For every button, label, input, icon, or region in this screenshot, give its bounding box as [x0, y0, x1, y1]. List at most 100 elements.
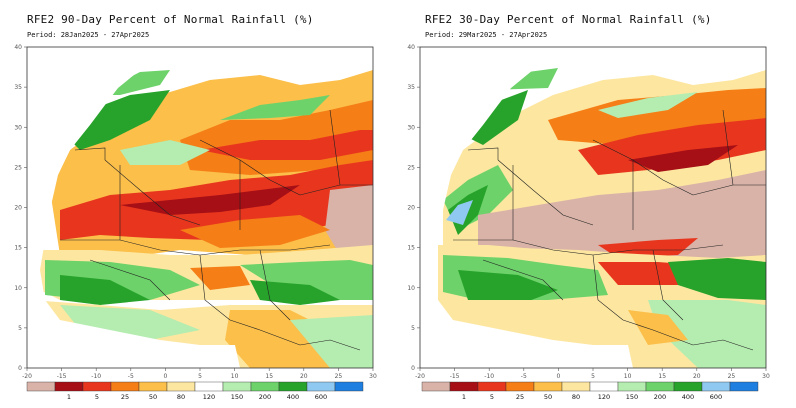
colorbar: 1 5 25 50 80 120 150 200 400 600	[421, 381, 759, 401]
map-panel-30day: RFE2 30-Day Percent of Normal Rainfall (…	[398, 0, 796, 408]
colorbar-swatch	[26, 381, 56, 392]
colorbar-label: 25	[121, 393, 129, 401]
colorbar-label: 120	[598, 393, 610, 401]
colorbar-swatch	[561, 381, 591, 392]
y-tick-label: 15	[14, 245, 22, 252]
colorbar-label: 50	[544, 393, 552, 401]
colorbar-swatch	[194, 381, 224, 392]
colorbar-label: 400	[287, 393, 299, 401]
colorbar-swatch	[673, 381, 703, 392]
map-figure: -20 -15 -10 -5 0 5 10 15 20 25 30 0510152025303540…	[14, 44, 377, 401]
x-tick-label: 30	[762, 373, 770, 380]
x-tick-label: -15	[450, 373, 460, 380]
y-tick-label: 10	[407, 285, 415, 292]
colorbar-label: 5	[490, 393, 494, 401]
y-tick-label: 15	[407, 245, 415, 252]
x-tick-label: 30	[369, 373, 377, 380]
y-tick-label: 25	[407, 164, 415, 171]
y-tick-label: 10	[14, 285, 22, 292]
x-tick-label: 10	[624, 373, 632, 380]
y-axis-ticks: 0 5 10 15 20 25 30 35 40	[407, 44, 420, 372]
x-tick-label: 0	[163, 373, 167, 380]
colorbar-swatch	[505, 381, 535, 392]
colorbar-label: 50	[149, 393, 157, 401]
x-tick-label: -20	[22, 373, 32, 380]
colorbar-swatch	[533, 381, 563, 392]
x-tick-label: 20	[300, 373, 308, 380]
y-tick-label: 0	[411, 365, 415, 372]
colorbar-label: 5	[95, 393, 99, 401]
y-tick-label: 30	[407, 124, 415, 131]
x-tick-label: 5	[591, 373, 595, 380]
colorbar-label: 600	[710, 393, 722, 401]
colorbar-swatch	[138, 381, 168, 392]
x-tick-label: 0	[556, 373, 560, 380]
colorbar-swatch	[222, 381, 252, 392]
x-tick-label: 20	[693, 373, 701, 380]
colorbar-swatch	[306, 381, 336, 392]
x-tick-label: 15	[658, 373, 666, 380]
y-tick-label: 20	[407, 205, 415, 212]
y-tick-label: 25	[14, 164, 22, 171]
x-tick-label: 25	[335, 373, 343, 380]
map-title: RFE2 90-Day Percent of Normal Rainfall (…	[27, 13, 314, 26]
x-tick-label: 25	[728, 373, 736, 380]
x-tick-label: -10	[484, 373, 494, 380]
map-title: RFE2 30-Day Percent of Normal Rainfall (…	[425, 13, 712, 26]
x-tick-label: -20	[415, 373, 425, 380]
x-axis-ticks: -20 -15 -10 -5 0 5 10 15 20 25 30	[415, 368, 770, 380]
x-tick-label: 5	[198, 373, 202, 380]
y-tick-label: 0	[18, 365, 22, 372]
map-period: Period: 28Jan2025 - 27Apr2025	[27, 31, 150, 39]
colorbar-swatch	[250, 381, 280, 392]
x-tick-label: -15	[57, 373, 67, 380]
colorbar-label: 150	[626, 393, 638, 401]
y-tick-label: 35	[14, 84, 22, 91]
colorbar-label: 200	[259, 393, 271, 401]
colorbar-swatch	[449, 381, 479, 392]
colorbar-swatch	[617, 381, 647, 392]
colorbar-label: 80	[572, 393, 580, 401]
x-tick-label: -10	[91, 373, 101, 380]
colorbar-label: 80	[177, 393, 185, 401]
colorbar-swatch	[166, 381, 196, 392]
x-tick-label: -5	[128, 373, 134, 380]
map-panel-90day: RFE2 90-Day Percent of Normal Rainfall (…	[14, 13, 377, 401]
colorbar-swatch	[701, 381, 731, 392]
colorbar-label: 200	[654, 393, 666, 401]
colorbar-swatch	[110, 381, 140, 392]
y-tick-label: 35	[407, 84, 415, 91]
colorbar: 1 5 25 50 80 120 150 200 400 600	[26, 381, 364, 401]
colorbar-label: 1	[67, 393, 71, 401]
colorbar-swatch	[82, 381, 112, 392]
colorbar-swatch	[589, 381, 619, 392]
colorbar-label: 150	[231, 393, 243, 401]
map-period: Period: 29Mar2025 - 27Apr2025	[425, 31, 548, 39]
x-tick-label: -5	[521, 373, 527, 380]
x-tick-label: 15	[265, 373, 273, 380]
rainfall-field	[27, 47, 373, 368]
colorbar-swatch	[278, 381, 308, 392]
y-tick-label: 5	[411, 325, 415, 332]
colorbar-label: 120	[203, 393, 215, 401]
y-tick-label: 40	[407, 44, 415, 51]
rainfall-field	[420, 47, 766, 368]
colorbar-label: 600	[315, 393, 327, 401]
colorbar-swatch	[54, 381, 84, 392]
map-figure: -20 -15 -10 -5 0 5 10 15 20 25 30 0510152025303540…	[407, 44, 770, 401]
y-tick-label: 30	[14, 124, 22, 131]
y-tick-label: 20	[14, 205, 22, 212]
colorbar-label: 1	[462, 393, 466, 401]
x-tick-label: 10	[231, 373, 239, 380]
colorbar-swatch	[645, 381, 675, 392]
y-tick-label: 5	[18, 325, 22, 332]
colorbar-swatch	[729, 381, 759, 392]
y-tick-label: 40	[14, 44, 22, 51]
colorbar-swatch	[334, 381, 364, 392]
colorbar-swatch	[421, 381, 451, 392]
colorbar-label: 25	[516, 393, 524, 401]
y-axis-ticks: 0 5 10 15 20 25 30 35 40	[14, 44, 27, 372]
colorbar-label: 400	[682, 393, 694, 401]
colorbar-swatch	[477, 381, 507, 392]
x-axis-ticks: -20 -15 -10 -5 0 5 10 15 20 25 30	[22, 368, 377, 380]
